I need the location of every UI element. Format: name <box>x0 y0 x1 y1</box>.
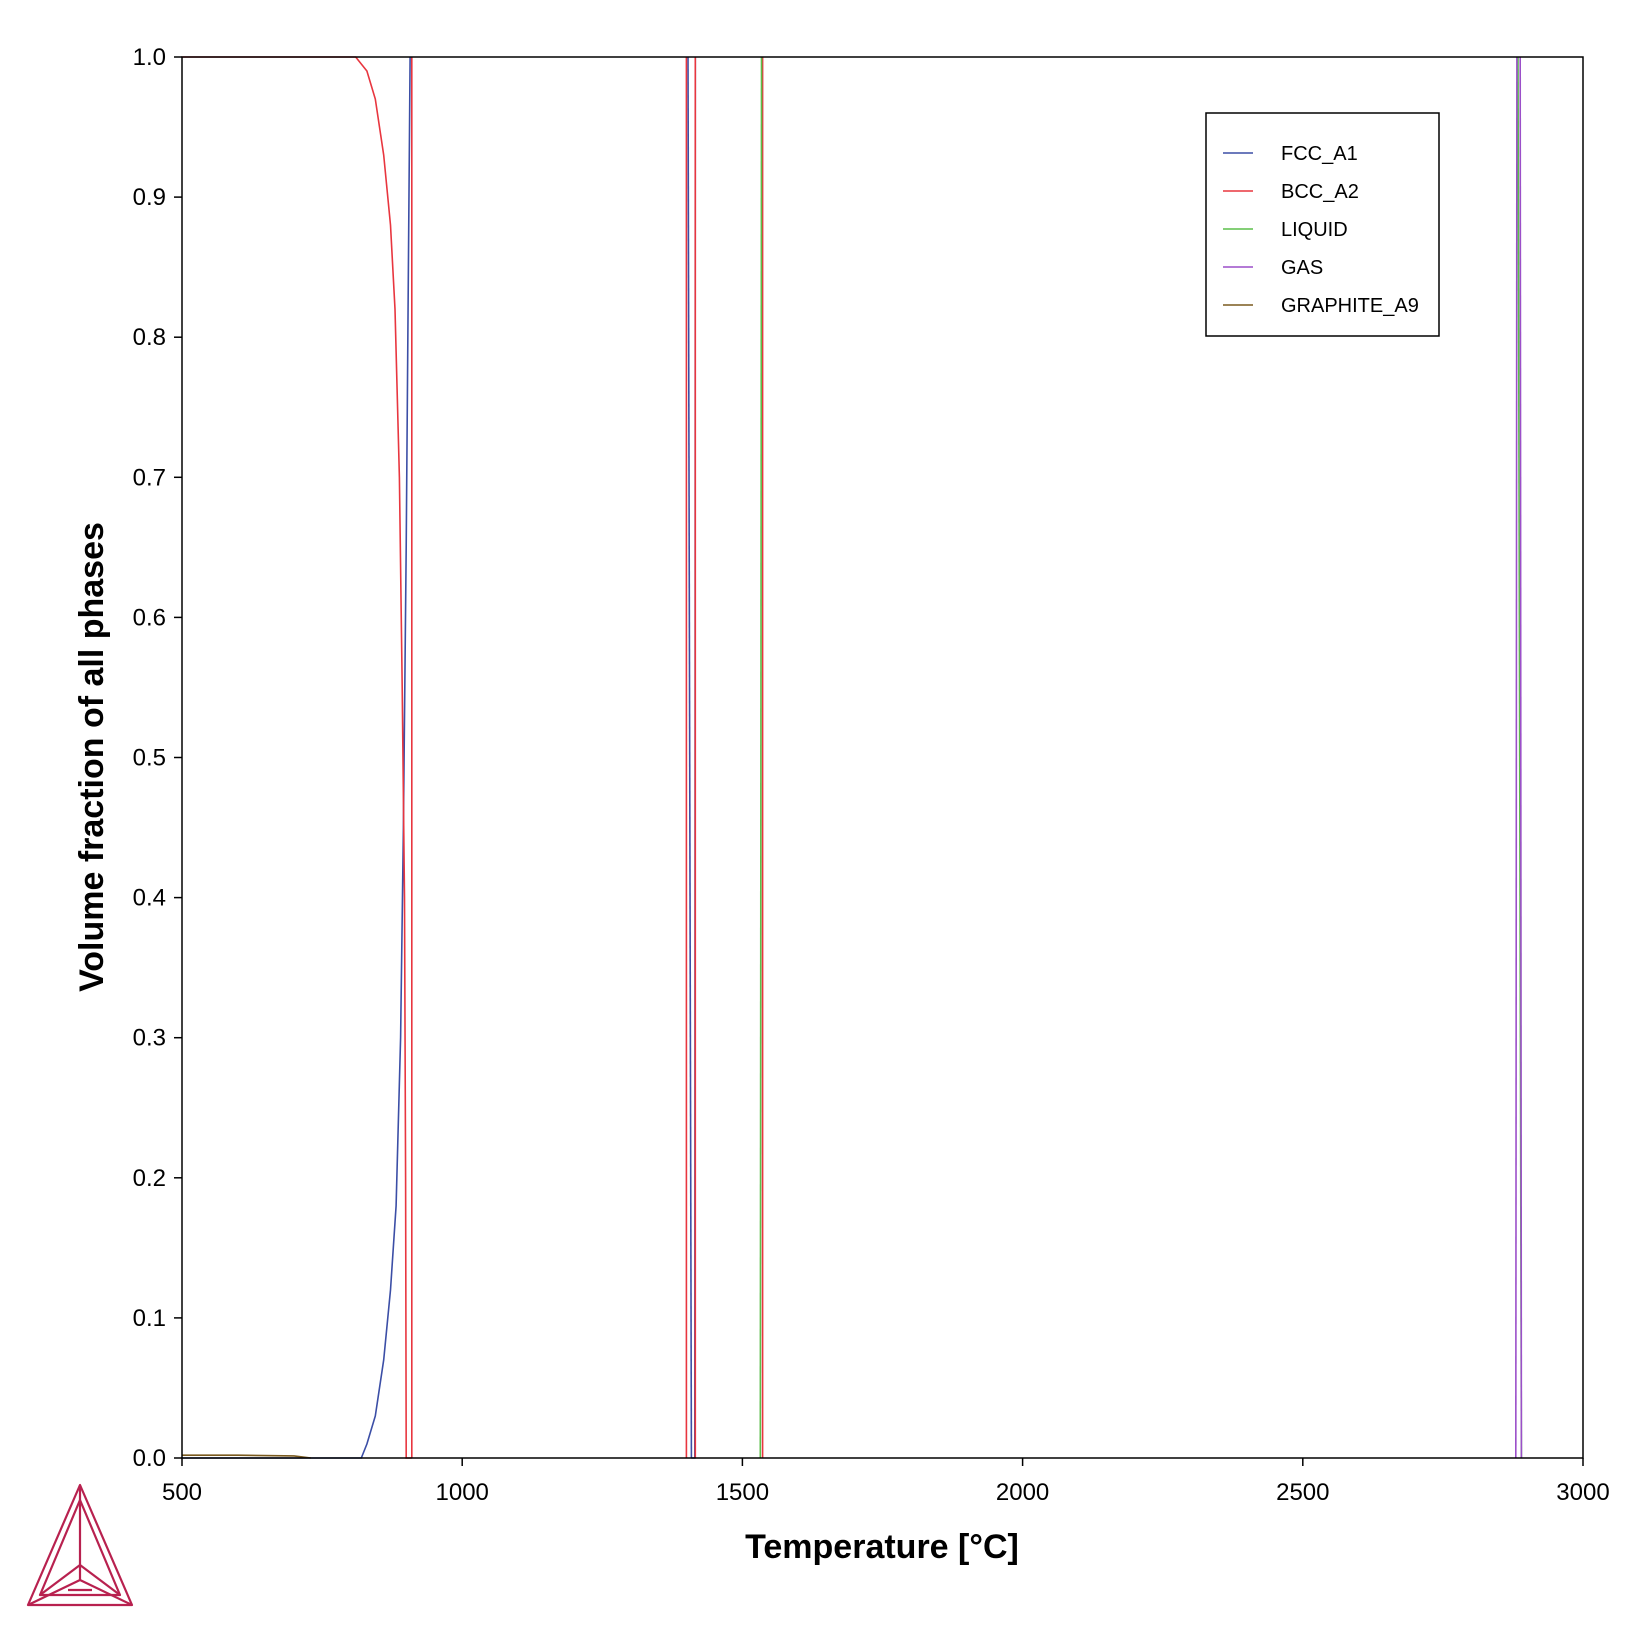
y-tick-label: 0.3 <box>133 1025 166 1052</box>
y-tick-label: 0.2 <box>133 1165 166 1192</box>
axis-ticks: 500 1000 1500 2000 2500 3000 0.0 0.1 0.2 0.3 0.4 0.… <box>133 44 1610 1506</box>
x-tick-label: 2000 <box>996 1479 1049 1506</box>
legend: FCC_A1 BCC_A2 LIQUID GAS GRAPHITE_A9 <box>1205 112 1440 337</box>
y-tick-label: 0.6 <box>133 604 166 631</box>
legend-label-graphite_a9: GRAPHITE_A9 <box>1281 295 1419 317</box>
y-tick-label: 0.8 <box>133 324 166 351</box>
legend-label-bcc_a2: BCC_A2 <box>1281 181 1359 203</box>
series-line-bcc_a2 <box>182 56 412 1459</box>
legend-box <box>1205 112 1440 337</box>
series-line-fcc_a1 <box>182 56 411 1459</box>
legend-label-liquid: LIQUID <box>1281 219 1348 241</box>
legend-label-gas: GAS <box>1281 257 1323 279</box>
series-line-fcc_a1 <box>687 56 693 1459</box>
y-tick-label: 0.5 <box>133 745 166 772</box>
y-tick-label: 1.0 <box>133 44 166 71</box>
y-tick-label: 0.7 <box>133 464 166 491</box>
series-line-graphite_a9 <box>182 1454 311 1459</box>
thermo-calc-logo-icon <box>26 1483 134 1607</box>
series-line-liquid <box>759 56 763 1459</box>
y-tick-label: 0.9 <box>133 184 166 211</box>
legend-label-fcc_a1: FCC_A1 <box>1281 143 1358 165</box>
y-tick-label: 0.0 <box>133 1445 166 1472</box>
series-line-gas <box>1519 56 1523 1459</box>
y-axis-title: Volume fraction of all phases <box>73 522 111 992</box>
series-line-gas <box>1515 56 1518 1459</box>
x-tick-label: 3000 <box>1556 1479 1609 1506</box>
x-axis-title: Temperature [°C] <box>745 1528 1019 1566</box>
y-tick-label: 0.4 <box>133 885 166 912</box>
x-tick-label: 2500 <box>1276 1479 1329 1506</box>
x-tick-label: 500 <box>162 1479 202 1506</box>
y-tick-label: 0.1 <box>133 1305 166 1332</box>
x-tick-label: 1500 <box>716 1479 769 1506</box>
x-tick-label: 1000 <box>436 1479 489 1506</box>
